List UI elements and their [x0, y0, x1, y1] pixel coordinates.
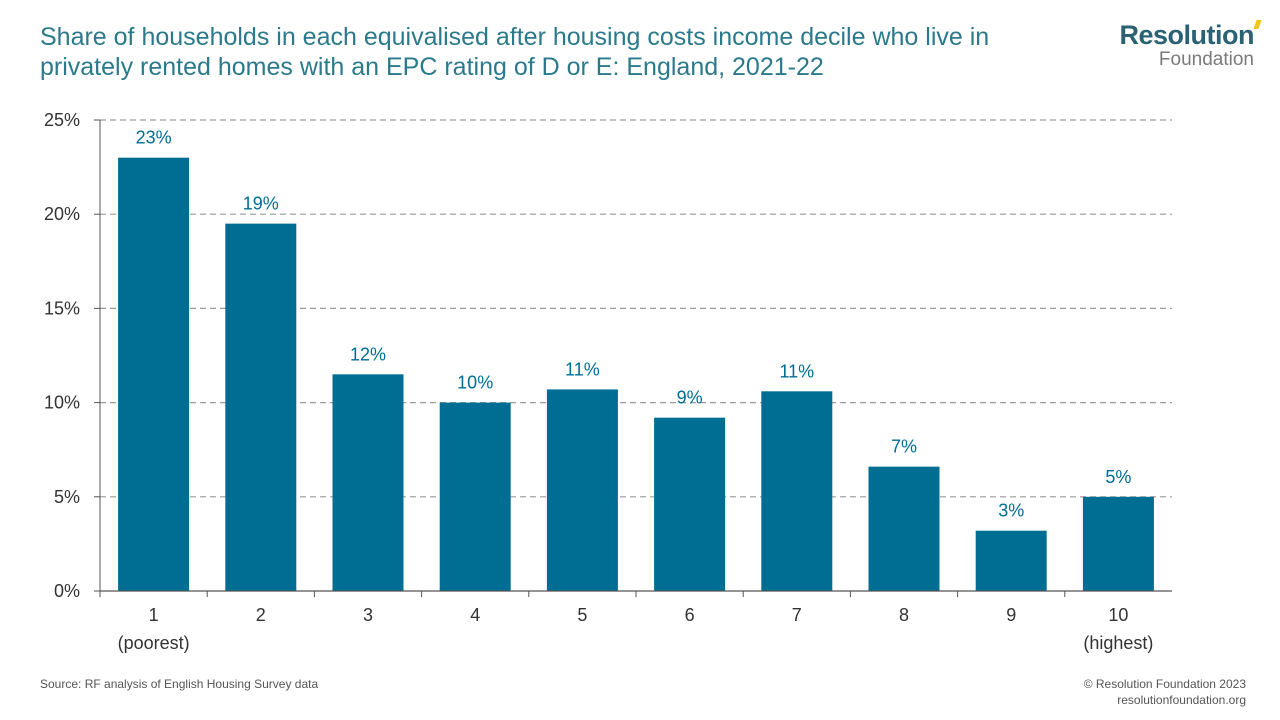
bar-8 — [868, 466, 940, 591]
x-tick-label-3: 3 — [363, 605, 373, 625]
website-note: resolutionfoundation.org — [1117, 693, 1246, 707]
bar-7 — [761, 391, 833, 591]
bar-9 — [975, 530, 1047, 591]
x-tick-label-10: 10 — [1108, 605, 1128, 625]
data-label-9: 3% — [998, 501, 1024, 521]
x-tick-label-5: 5 — [577, 605, 587, 625]
bar-1 — [118, 157, 190, 591]
data-label-6: 9% — [677, 388, 703, 408]
y-tick-label: 5% — [54, 487, 80, 507]
x-tick-label-2: 2 — [256, 605, 266, 625]
y-tick-label: 20% — [44, 204, 80, 224]
data-label-4: 10% — [457, 373, 493, 393]
data-label-7: 11% — [779, 361, 814, 381]
y-tick-label: 25% — [44, 110, 80, 130]
logo-line1: Resolution — [1119, 20, 1255, 50]
bar-5 — [546, 389, 618, 591]
footer-credits: © Resolution Foundation 2023 resolutionf… — [1084, 676, 1246, 708]
bar-6 — [654, 417, 726, 591]
data-label-3: 12% — [350, 344, 386, 364]
y-tick-label: 0% — [54, 581, 80, 601]
x-tick-label-4: 4 — [470, 605, 480, 625]
x-tick-sublabel-1: (poorest) — [118, 633, 190, 653]
x-tick-label-8: 8 — [899, 605, 909, 625]
data-label-2: 19% — [243, 194, 279, 214]
resolution-foundation-logo: Resolution Foundation — [1119, 20, 1262, 70]
data-label-5: 11% — [565, 359, 600, 379]
x-tick-label-1: 1 — [149, 605, 159, 625]
x-tick-label-7: 7 — [792, 605, 802, 625]
data-label-10: 5% — [1105, 467, 1131, 487]
y-tick-label: 10% — [44, 393, 80, 413]
copyright-note: © Resolution Foundation 2023 — [1083, 677, 1246, 691]
data-label-8: 7% — [891, 437, 917, 457]
bar-2 — [225, 223, 297, 591]
y-tick-label: 15% — [44, 298, 80, 318]
bar-4 — [439, 402, 511, 591]
bar-10 — [1082, 496, 1154, 591]
data-label-1: 23% — [136, 128, 172, 148]
x-tick-label-9: 9 — [1006, 605, 1016, 625]
source-note: Source: RF analysis of English Housing S… — [40, 677, 319, 691]
chart-title-line1: Share of households in each equivalised … — [40, 23, 990, 51]
x-tick-label-6: 6 — [685, 605, 695, 625]
logo-line2: Foundation — [1158, 49, 1254, 70]
chart-title-line2: privately rented homes with an EPC ratin… — [40, 53, 824, 81]
chart-title: Share of households in each equivalised … — [40, 22, 1080, 82]
x-tick-sublabel-10: (highest) — [1083, 633, 1153, 653]
bar-3 — [332, 374, 404, 591]
